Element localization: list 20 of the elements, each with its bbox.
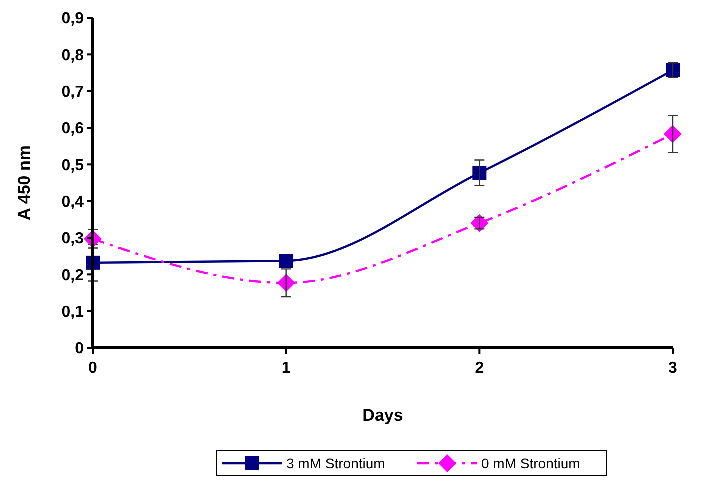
y-tick-label: 0,2 [62,267,84,284]
y-tick-label: 0,1 [62,304,84,321]
x-tick-label: 0 [88,360,98,377]
y-tick-label: 0,8 [62,47,84,64]
y-axis-title: A 450 nm [15,146,34,220]
y-tick-label: 0,5 [62,157,84,174]
y-tick-label: 0,3 [62,230,84,248]
legend-label: 0 mM Strontium [482,455,580,472]
point [279,254,294,268]
y-tick-label: 0 [75,340,84,358]
x-tick-label: 1 [282,360,291,377]
x-tick-label: 2 [475,360,484,377]
legend-label: 3 mM Strontium [286,455,386,472]
y-tick-label: 0,7 [62,84,84,101]
x-tick-label: 3 [668,360,678,377]
y-tick-label: 0,6 [62,120,84,138]
point [470,214,489,232]
y-tick-label: 0,9 [62,10,84,28]
x-axis-title: Days [362,406,404,425]
y-tick-label: 0,4 [62,194,84,211]
